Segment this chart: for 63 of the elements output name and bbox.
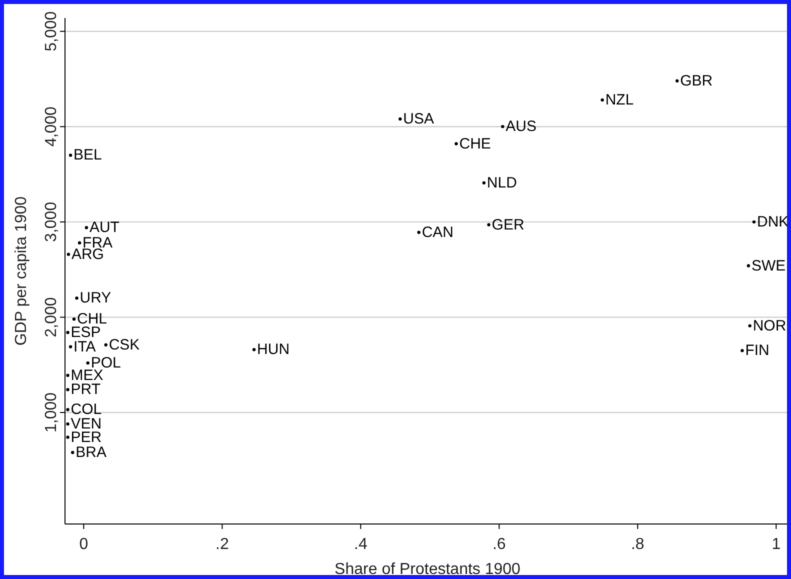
series-label: CHE (459, 135, 491, 152)
series-label: BRA (76, 444, 106, 462)
y-tick-label: 4,000 (43, 106, 60, 147)
series-label: CAN (422, 224, 454, 241)
series-label: CSK (108, 336, 140, 354)
series-label: NZL (605, 91, 634, 108)
series-label: AUT (89, 219, 120, 236)
point (104, 343, 108, 346)
point (600, 98, 604, 102)
y-tick-label: 3,000 (43, 202, 60, 242)
point (66, 436, 70, 439)
point (71, 450, 74, 454)
point (68, 345, 72, 348)
y-tick-label: 5,000 (43, 11, 60, 52)
point (417, 230, 420, 234)
point (78, 241, 82, 244)
point (454, 142, 458, 146)
point (66, 252, 70, 256)
point (676, 79, 679, 82)
point (482, 181, 486, 184)
point (746, 264, 750, 268)
series-label: HUN (257, 341, 290, 358)
y-tick-label: 2,000 (43, 297, 60, 338)
series-label: NLD (486, 174, 518, 192)
point (252, 348, 256, 352)
x-tick-label: .8 (630, 536, 644, 553)
point (75, 296, 78, 300)
y-axis-title: GDP per capita 1900 (13, 196, 30, 346)
x-tick-label: 1 (772, 536, 781, 553)
x-tick-label: 0 (79, 536, 88, 553)
point (66, 330, 70, 334)
series-label: URY (80, 290, 112, 307)
series-label: MEX (70, 366, 104, 384)
point (66, 388, 70, 392)
point (84, 226, 88, 230)
point (740, 348, 744, 352)
point (748, 324, 752, 328)
series-label: DNK (756, 213, 789, 230)
series-label: ITA (74, 338, 96, 356)
point (487, 223, 490, 226)
point (66, 374, 70, 377)
series-label: NOR (752, 317, 786, 334)
point (86, 361, 90, 365)
series-label: SWE (751, 257, 786, 274)
series-label: AUS (506, 118, 536, 136)
x-tick-label: .4 (354, 536, 368, 553)
y-tick-label: 1,000 (43, 392, 60, 433)
point (66, 422, 70, 426)
series-label: USA (403, 110, 434, 128)
point (501, 125, 504, 128)
x-axis-title: Share of Protestants 1900 (334, 561, 521, 578)
x-tick-label: .2 (216, 536, 229, 553)
point (68, 154, 72, 157)
point (752, 220, 756, 224)
point (66, 408, 70, 412)
point (398, 117, 402, 121)
series-label: FIN (745, 342, 770, 360)
series-label: GBR (680, 72, 713, 90)
series-label: PRT (70, 381, 101, 398)
series-label: GER (492, 216, 524, 234)
point (72, 318, 76, 321)
x-tick-label: .6 (492, 536, 506, 553)
series-label: BEL (74, 146, 102, 164)
